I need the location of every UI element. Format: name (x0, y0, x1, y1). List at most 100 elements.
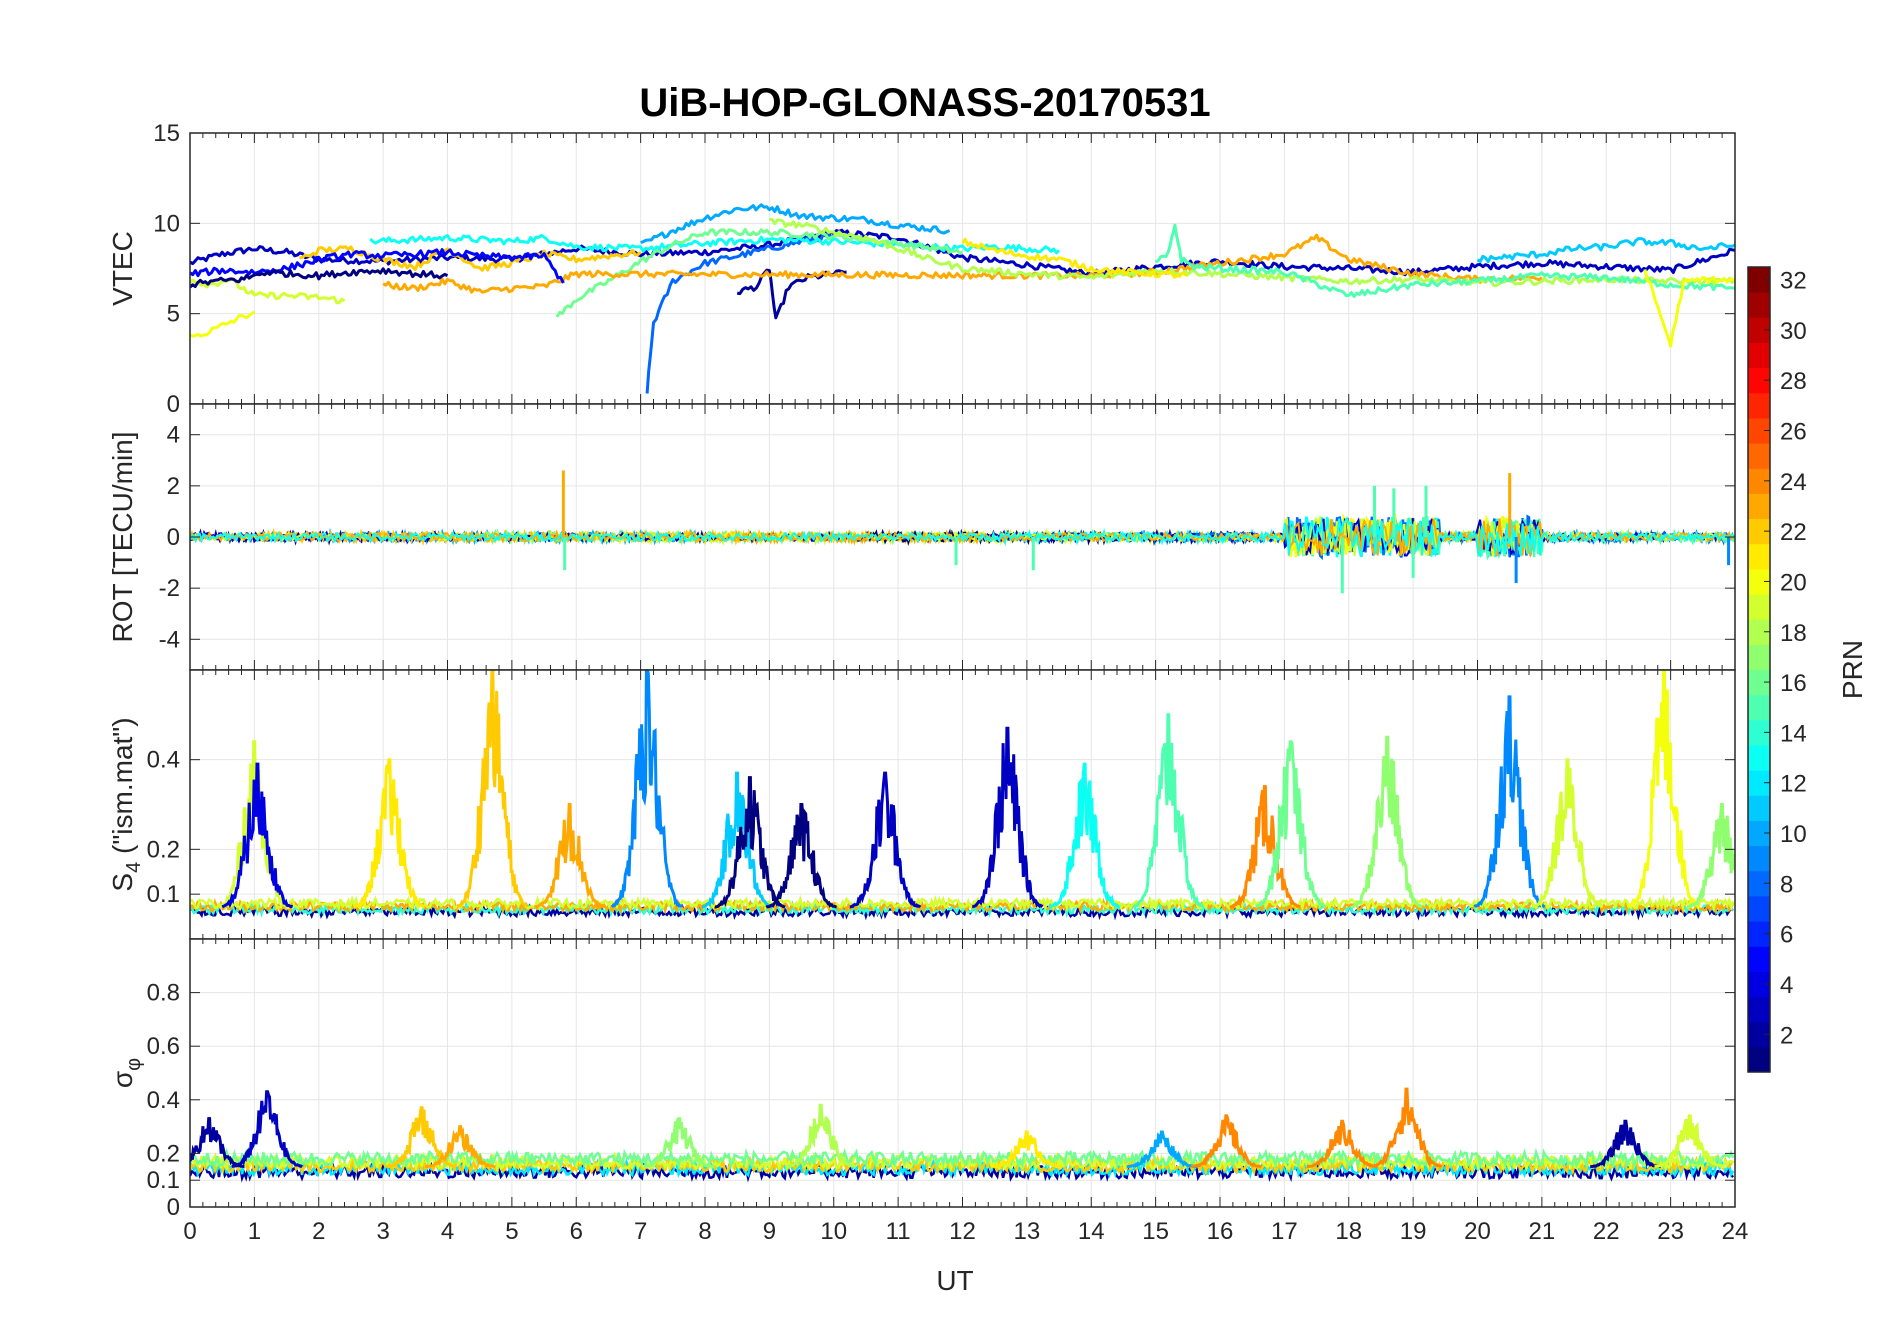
s4-peak-prn-17 (1686, 803, 1735, 909)
s4-peak-prn-13 (1048, 762, 1120, 909)
y-tick-label: 0.6 (147, 1033, 180, 1060)
series-line-prn-23 (382, 233, 1543, 294)
colorbar-tick-label: 8 (1780, 871, 1793, 898)
sigma-peak-prn-24 (1371, 1087, 1443, 1168)
y-tick-label: 0.1 (147, 1167, 180, 1194)
sigma-peak-prn-17 (643, 1117, 715, 1169)
panel-data (190, 203, 1735, 394)
panel-sigma: 00.10.2 0.4 0.6 0.8 σφ (107, 938, 1736, 1221)
x-tick-label: 13 (1014, 1218, 1041, 1245)
y-tick-label: -2 (159, 575, 180, 602)
series-line-prn-18 (769, 217, 1735, 288)
rot-trace-prn-13 (190, 516, 1734, 558)
x-tick-label: 14 (1078, 1218, 1105, 1245)
sigma-peak-prn-21 (991, 1130, 1063, 1169)
series-line-prn-5 (190, 248, 565, 284)
y-tick-label: 0.2 (147, 1140, 180, 1167)
colorbar-segment (1748, 921, 1770, 947)
x-tick-label: 20 (1464, 1218, 1491, 1245)
colorbar-tick-label: 18 (1780, 620, 1807, 647)
x-tick-label: 11 (886, 1218, 911, 1245)
s4-peak-prn-11 (701, 771, 773, 909)
sigma-peak-prn-2 (1590, 1119, 1661, 1169)
y-tick-label: 0.8 (147, 980, 180, 1007)
x-tick-label: 16 (1207, 1218, 1234, 1245)
series-line-prn-19 (190, 277, 346, 305)
colorbar-segment (1748, 744, 1770, 771)
colorbar-tick-label: 26 (1780, 419, 1807, 446)
x-tick-label: 18 (1335, 1218, 1362, 1245)
x-tick-label: 8 (698, 1218, 711, 1245)
panel-data (190, 1087, 1735, 1183)
y-axis-label-s4: S4 ("ism.mat") (107, 717, 145, 891)
colorbar-segment (1748, 342, 1770, 369)
s4-peak-prn-21 (353, 758, 425, 909)
colorbar-segment (1748, 367, 1770, 394)
s4-peak-prn-20 (1627, 670, 1700, 909)
series-line-prn-15 (1154, 223, 1735, 298)
colorbar-segment (1748, 845, 1770, 872)
series-line-prn-13 (369, 233, 1061, 255)
sigma-baseline-prn-19 (190, 1151, 1734, 1174)
colorbar-segment (1748, 443, 1770, 469)
y-axis-label-rot: ROT [TECU/min] (107, 431, 138, 642)
sigma-peak-prn-3 (231, 1090, 303, 1168)
colorbar-tick-label: 2 (1780, 1022, 1793, 1049)
colorbar-segment (1748, 267, 1770, 293)
s4-peak-prn-1 (765, 803, 837, 909)
colorbar-segment (1748, 795, 1770, 821)
panel-s4: 0.1 0.2 0.4S4 ("ism.mat") (107, 669, 1736, 940)
colorbar-tick-label: 12 (1780, 771, 1807, 798)
x-axis-label: UT (936, 1265, 973, 1296)
colorbar-segment (1748, 619, 1770, 645)
s4-peak-prn-4 (221, 762, 294, 909)
series-line-prn-20 (190, 310, 256, 338)
x-tick-label: 2 (312, 1218, 325, 1245)
colorbar-segment (1748, 1021, 1770, 1048)
sigma-peak-prn-2 (190, 1117, 245, 1168)
y-tick-label: 0.1 (147, 881, 180, 908)
x-tick-label: 7 (634, 1218, 647, 1245)
sigma-peak-prn-18 (785, 1103, 857, 1169)
colorbar-segment (1748, 468, 1770, 494)
series-line-prn-10 (640, 203, 951, 244)
colorbar-tick-label: 4 (1780, 972, 1793, 999)
y-tick-label: 2 (167, 473, 180, 500)
colorbar-label: PRN (1837, 640, 1868, 699)
s4-peak-prn-3 (849, 771, 922, 909)
x-tick-label: 12 (949, 1218, 976, 1245)
x-tick-label: 10 (820, 1218, 847, 1245)
s4-peak-prn-1 (714, 776, 786, 909)
colorbar-tick-label: 28 (1780, 368, 1807, 395)
colorbar-segment (1748, 719, 1770, 746)
sigma-peak-prn-10 (1126, 1130, 1198, 1169)
sigma-peak-prn-24 (1191, 1114, 1262, 1168)
x-tick-label: 24 (1722, 1218, 1749, 1245)
y-tick-label: -4 (159, 626, 180, 653)
series-line-prn-22 (299, 245, 642, 272)
colorbar-segment (1748, 870, 1770, 897)
sigma-peak-prn-19 (1654, 1114, 1726, 1168)
x-tick-label: 21 (1529, 1218, 1556, 1245)
colorbar-segment (1748, 392, 1770, 419)
x-tick-label: 4 (441, 1218, 454, 1245)
y-tick-label: 0.4 (147, 1087, 180, 1114)
sigma-peak-prn-24 (1306, 1119, 1378, 1169)
x-tick-label: 22 (1593, 1218, 1620, 1245)
x-tick-label: 1 (248, 1218, 261, 1245)
panel-vtec: 0 5 10 15 VTEC (107, 120, 1736, 418)
colorbar-segment (1748, 946, 1770, 972)
y-tick-label: 5 (167, 301, 180, 328)
colorbar-segment (1748, 518, 1770, 545)
sigma-peak-prn-22 (386, 1106, 458, 1169)
colorbar-segment (1748, 568, 1770, 595)
colorbar-segment (1748, 644, 1770, 670)
y-tick-label: 15 (153, 120, 180, 147)
colorbar-segment (1748, 543, 1770, 570)
x-tick-label: 17 (1271, 1218, 1298, 1245)
y-axis-label-vtec: VTEC (107, 231, 138, 306)
colorbar-tick-label: 20 (1780, 569, 1807, 596)
s4-peak-prn-17 (1351, 735, 1423, 909)
